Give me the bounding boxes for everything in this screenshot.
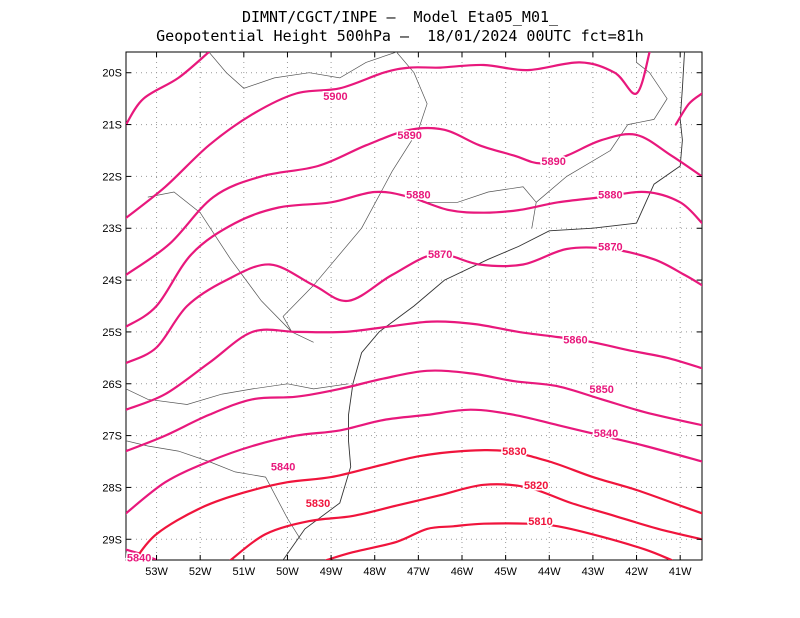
lat-tick-label: 29S	[102, 534, 122, 546]
contour-label: 5830	[502, 446, 526, 458]
contour-5840	[126, 548, 158, 560]
lon-tick-label: 44W	[538, 566, 561, 578]
contour-label: 5880	[598, 190, 622, 202]
contour-5850	[126, 369, 702, 453]
contour-label: 5870	[598, 241, 622, 253]
state-border	[208, 52, 397, 89]
lon-tick-label: 48W	[363, 566, 386, 578]
contour-label: 5880	[406, 190, 430, 202]
lat-tick-label: 28S	[102, 482, 122, 494]
contour-label: 5840	[271, 462, 295, 474]
contour-5900	[126, 52, 210, 126]
contour-5890	[126, 126, 702, 276]
contour-label: 5860	[563, 335, 587, 347]
contour-label: 5890	[541, 156, 565, 168]
lat-tick-label: 26S	[102, 379, 122, 391]
lat-tick-label: 23S	[102, 223, 122, 235]
lon-tick-label: 50W	[276, 566, 299, 578]
contour-5890	[674, 92, 702, 126]
chart-title-line1: DIMNT/CGCT/INPE – Model Eta05_M01_	[241, 8, 559, 26]
geography-layer	[126, 52, 685, 560]
contour-5840	[126, 408, 702, 515]
contour-label: 5840	[127, 552, 151, 564]
state-border	[282, 52, 428, 333]
contour-label: 5900	[323, 91, 347, 103]
contour-label: 5890	[397, 130, 421, 142]
lon-tick-label: 46W	[451, 566, 474, 578]
lon-tick-label: 52W	[189, 566, 212, 578]
lon-tick-label: 41W	[669, 566, 692, 578]
contour-label: 5840	[594, 428, 618, 440]
lon-tick-label: 43W	[582, 566, 605, 578]
lat-tick-label: 22S	[102, 171, 122, 183]
contour-label-layer: 5900 5890 5890 5880 5880 5870 5870 5860 5850 5840…	[125, 90, 624, 566]
lat-tick-label: 25S	[102, 327, 122, 339]
lat-tick-label: 21S	[102, 120, 122, 132]
contour-5860	[126, 320, 702, 411]
state-border	[535, 52, 668, 203]
contour-label: 5850	[589, 384, 613, 396]
graticule	[126, 52, 702, 560]
contour-5880	[126, 190, 702, 328]
lon-tick-label: 49W	[320, 566, 343, 578]
contour-5810	[325, 522, 673, 560]
lat-tick-label: 20S	[102, 68, 122, 80]
contour-label: 5820	[524, 480, 548, 492]
contour-5900	[126, 52, 651, 219]
contour-label: 5870	[428, 249, 452, 261]
contour-5830	[133, 449, 702, 560]
state-border	[147, 191, 314, 343]
lon-tick-label: 47W	[407, 566, 430, 578]
contour-5820	[229, 483, 702, 560]
contour-5870	[126, 246, 702, 365]
contour-label: 5830	[306, 498, 330, 510]
lat-tick-label: 24S	[102, 275, 122, 287]
state-border	[126, 440, 301, 540]
contour-layer	[126, 52, 702, 560]
coastline	[282, 52, 685, 560]
lon-tick-label: 42W	[625, 566, 648, 578]
contour-label: 5810	[528, 516, 552, 528]
lon-tick-label: 53W	[145, 566, 168, 578]
map-frame	[125, 51, 703, 561]
lat-tick-label: 27S	[102, 431, 122, 443]
lon-tick-label: 45W	[494, 566, 517, 578]
lon-tick-label: 51W	[233, 566, 256, 578]
chart-title-line2: Geopotential Height 500hPa – 18/01/2024 …	[156, 27, 644, 45]
